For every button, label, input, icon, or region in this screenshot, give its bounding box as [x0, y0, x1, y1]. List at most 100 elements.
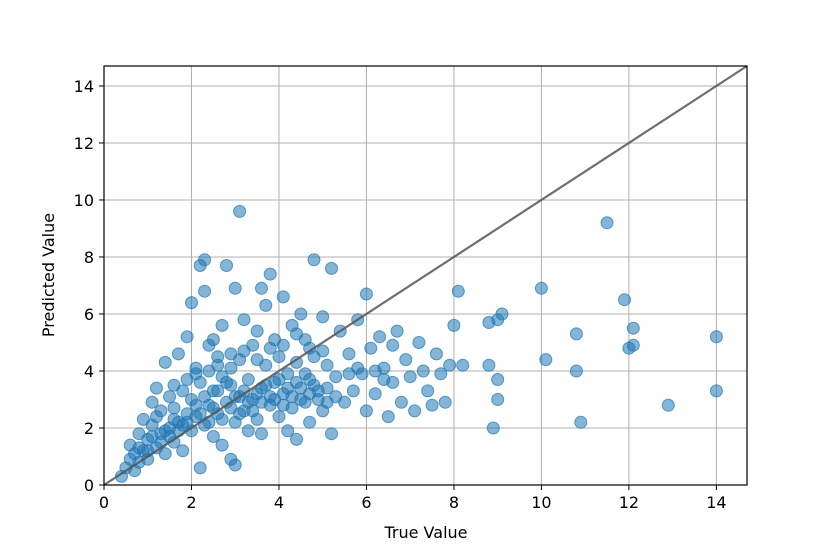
data-point: [569, 364, 583, 378]
data-point: [241, 373, 255, 386]
x-tick-label: 0: [99, 493, 109, 512]
data-point: [241, 424, 255, 438]
reference-line: [103, 65, 748, 486]
data-point: [438, 395, 452, 409]
y-tick-label: 14: [74, 77, 94, 96]
data-point: [303, 415, 317, 429]
data-point: [618, 293, 631, 307]
y-tick-label: 6: [84, 305, 94, 324]
data-point: [373, 330, 387, 344]
data-point: [233, 204, 247, 218]
data-point: [399, 353, 413, 367]
data-point: [272, 350, 286, 364]
data-point: [237, 344, 251, 358]
data-point: [220, 259, 233, 272]
data-point: [206, 333, 220, 347]
data-point: [215, 438, 229, 452]
x-tick-label: 4: [274, 493, 284, 512]
data-point: [158, 355, 172, 369]
data-point: [220, 375, 233, 389]
data-point: [495, 307, 509, 321]
data-point: [198, 390, 212, 404]
data-point: [163, 390, 177, 404]
x-tick-label: 6: [361, 493, 371, 512]
data-point: [193, 461, 207, 475]
data-point: [150, 381, 163, 395]
data-point: [421, 384, 435, 398]
y-tick-label: 10: [74, 191, 94, 210]
data-point: [316, 344, 330, 358]
data-point: [429, 347, 443, 361]
data-point: [325, 427, 338, 441]
data-point: [486, 421, 500, 435]
data-point: [145, 430, 159, 443]
data-point: [290, 432, 303, 446]
y-tick-label: 0: [84, 476, 94, 495]
data-point: [491, 393, 505, 406]
data-point: [443, 358, 457, 372]
data-point: [263, 267, 277, 281]
y-tick-label: 2: [84, 419, 94, 438]
data-point: [198, 284, 212, 298]
data-point: [228, 281, 242, 295]
data-point: [290, 375, 303, 389]
data-point: [425, 398, 439, 412]
data-point: [408, 404, 422, 418]
data-point: [316, 310, 330, 324]
data-point: [228, 458, 242, 472]
data-point: [600, 216, 614, 230]
data-point: [272, 373, 286, 386]
data-point: [329, 390, 343, 404]
data-point: [294, 307, 308, 321]
data-point: [250, 353, 264, 367]
data-point: [574, 415, 588, 429]
data-point: [311, 384, 325, 398]
data-point: [390, 324, 404, 338]
data-point: [276, 398, 290, 412]
data-point: [346, 384, 360, 398]
data-points: [115, 204, 723, 483]
data-point: [359, 404, 373, 418]
data-point: [351, 361, 365, 375]
plot-frame: [103, 65, 748, 486]
data-point: [180, 330, 194, 344]
data-point: [215, 318, 229, 332]
x-axis-ticks: 0 2 4 6 8 10 12 14: [99, 485, 727, 512]
y-tick-label: 4: [84, 362, 94, 381]
data-point: [150, 410, 163, 424]
data-point: [342, 347, 356, 361]
data-point: [167, 378, 181, 392]
x-tick-label: 12: [619, 493, 639, 512]
data-point: [325, 261, 338, 275]
data-point: [709, 330, 723, 344]
data-point: [233, 407, 247, 421]
data-point: [491, 373, 505, 386]
data-point: [290, 327, 303, 341]
x-tick-label: 8: [449, 493, 459, 512]
data-point: [276, 338, 290, 352]
data-point: [329, 370, 343, 384]
data-point: [215, 412, 229, 426]
y-axis-label: Predicted Value: [39, 213, 58, 337]
data-point: [456, 358, 470, 372]
y-axis-ticks: 0 2 4 6 8 10 12 14: [74, 77, 104, 495]
data-point: [276, 290, 290, 304]
data-point: [381, 410, 395, 424]
data-point: [569, 327, 583, 341]
data-point: [206, 430, 220, 443]
data-point: [359, 287, 373, 301]
data-point: [255, 427, 268, 441]
data-point: [255, 395, 268, 409]
data-point: [403, 370, 417, 384]
x-axis-label: True Value: [383, 523, 467, 542]
data-point: [180, 415, 194, 429]
data-point: [368, 387, 382, 401]
data-point: [237, 313, 251, 327]
data-point: [539, 353, 553, 367]
data-point: [171, 347, 185, 361]
data-point: [661, 398, 675, 412]
data-point: [189, 367, 203, 381]
data-point: [185, 296, 198, 310]
data-point: [198, 253, 212, 267]
